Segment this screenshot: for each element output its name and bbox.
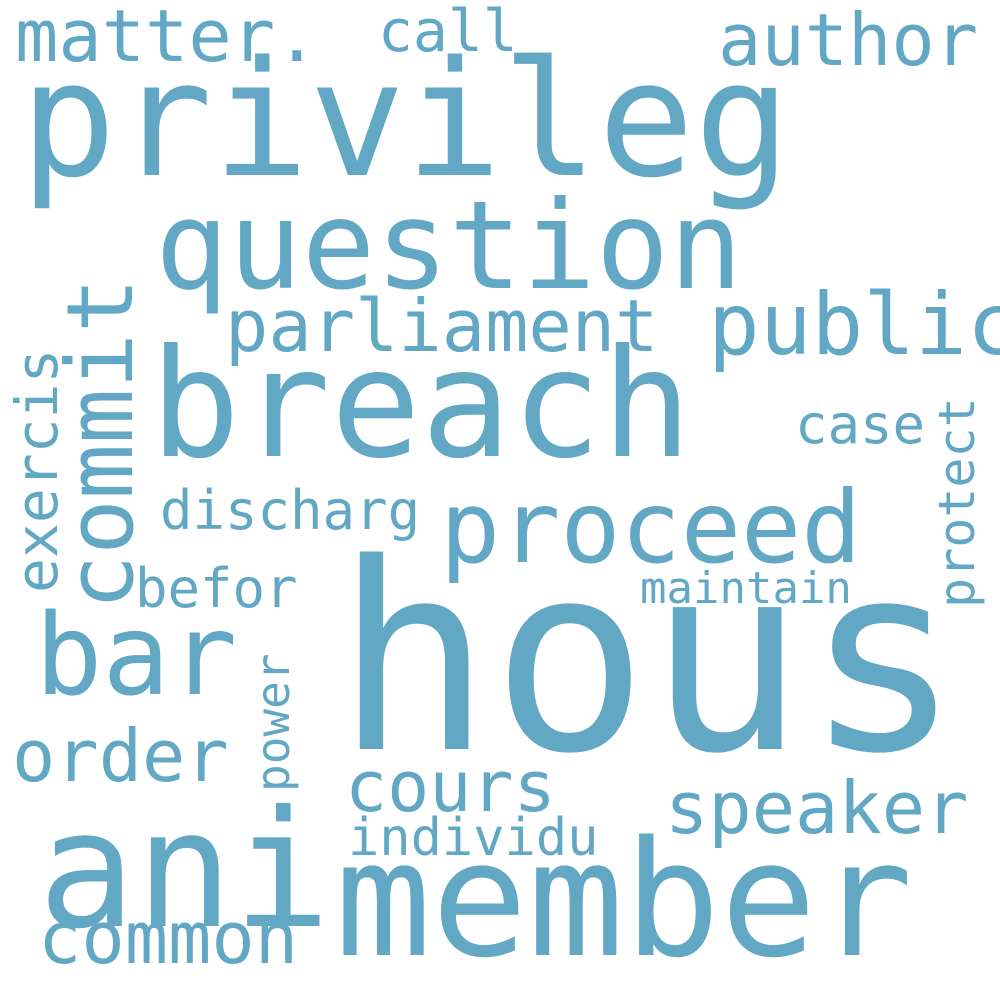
word-breach: breach [150, 318, 692, 492]
word-speaker: speaker [665, 766, 969, 850]
word-author: author [718, 0, 979, 82]
word-matter: matter. [15, 0, 319, 78]
word-privileg: privileg [20, 26, 791, 213]
word-power: power [246, 653, 300, 792]
word-order: order [12, 714, 229, 798]
word-befor: befor [135, 557, 298, 620]
word-individu: individu [348, 808, 599, 868]
word-maintain: maintain [640, 563, 852, 614]
word-parliament: parliament [225, 284, 659, 368]
word-member: member [335, 806, 913, 993]
word-discharg: discharg [160, 479, 421, 542]
word-exercis: exercis [3, 348, 71, 593]
word-proceed: proceed [440, 469, 862, 586]
word-bar: bar [35, 591, 238, 721]
word-hous: hous [335, 509, 962, 811]
word-cours: cours [345, 746, 556, 828]
word-common: common [38, 896, 299, 980]
word-question: question [155, 175, 743, 317]
word-call: call [378, 0, 518, 65]
word-protect: protect [928, 397, 986, 608]
word-case: case [795, 393, 926, 456]
word-public: public [708, 275, 1000, 375]
word-ani: ani [38, 777, 331, 965]
